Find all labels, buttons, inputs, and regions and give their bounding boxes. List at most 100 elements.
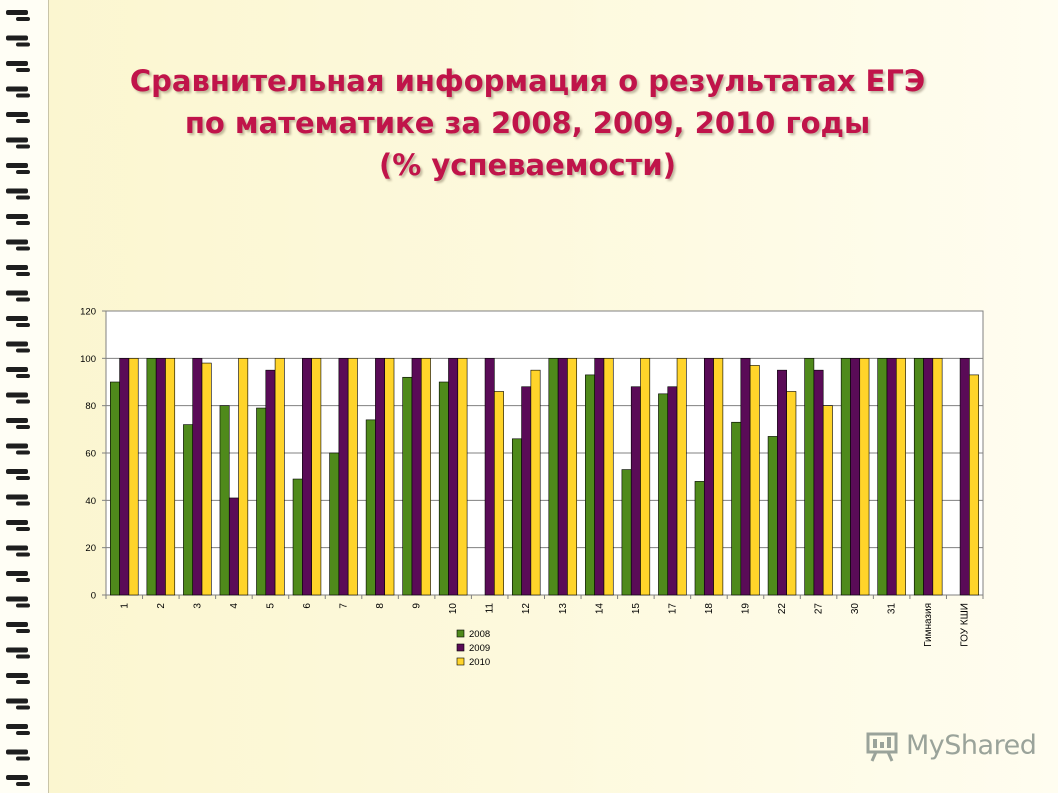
x-tick-label: 14 — [594, 603, 605, 615]
x-tick-label: 11 — [485, 603, 496, 614]
spiral-ring — [6, 392, 28, 398]
spiral-ring — [16, 603, 30, 608]
bar-2009-12 — [521, 386, 532, 596]
spiral-ring — [6, 443, 28, 449]
bar-2010-22 — [786, 391, 797, 596]
spiral-ring — [16, 348, 30, 353]
bar-2009-22 — [777, 369, 787, 596]
spiral-ring — [16, 170, 30, 174]
spiral-ring — [16, 323, 30, 327]
bar-2008-14 — [585, 374, 595, 596]
bar-2010-1 — [128, 358, 139, 596]
bar-2010-8 — [384, 358, 395, 596]
spiral-ring — [16, 425, 30, 429]
spiral-ring — [6, 61, 28, 66]
spiral-ring — [6, 418, 28, 423]
watermark: MyShared — [864, 728, 1037, 768]
bar-2009-9 — [411, 358, 422, 596]
spiral-ring — [6, 673, 28, 678]
spiral-ring — [6, 698, 28, 704]
x-tick-label: 5 — [265, 603, 276, 609]
spiral-ring — [16, 374, 30, 378]
spiral-ring — [6, 724, 28, 729]
spiral-ring — [16, 42, 30, 47]
bar-2009-17 — [667, 386, 678, 596]
bar-2009-4 — [228, 497, 239, 596]
spiral-ring — [16, 501, 30, 506]
spiral-ring — [6, 316, 28, 321]
y-tick-label: 20 — [85, 543, 96, 554]
legend-label-2009: 2009 — [469, 643, 490, 654]
spiral-ring — [16, 17, 30, 21]
bar-2010-Гимназия — [932, 358, 943, 596]
spiral-binding — [0, 0, 49, 793]
slide-title-line-2: по математике за 2008, 2009, 2010 годы — [184, 106, 871, 140]
spiral-ring — [16, 221, 30, 225]
bar-2008-30 — [840, 358, 851, 596]
spiral-ring — [16, 119, 30, 123]
spiral-ring — [16, 68, 30, 72]
bar-2009-15 — [630, 386, 641, 596]
bar-2010-17 — [676, 358, 687, 596]
spiral-ring — [6, 622, 28, 627]
spiral-ring — [6, 749, 28, 755]
bar-2009-6 — [302, 358, 312, 596]
bar-2008-13 — [548, 358, 559, 596]
x-tick-label: 15 — [631, 603, 642, 615]
x-tick-label: 22 — [777, 603, 788, 615]
bar-2009-8 — [375, 358, 386, 596]
bar-2010-3 — [201, 362, 212, 596]
legend-swatch-2010 — [456, 657, 465, 666]
spiral-ring — [16, 654, 30, 659]
spiral-ring — [16, 782, 30, 786]
legend-swatch-2008 — [456, 629, 465, 638]
x-tick-label: 3 — [192, 603, 203, 609]
spiral-ring — [16, 195, 30, 200]
x-tick-label: 8 — [375, 603, 386, 609]
spiral-ring — [16, 756, 30, 761]
spiral-ring — [6, 112, 28, 117]
bar-2010-9 — [420, 358, 431, 596]
bar-2008-22 — [767, 436, 778, 596]
bar-2009-31 — [886, 358, 897, 596]
x-tick-label: 9 — [412, 603, 423, 609]
bar-2008-27 — [804, 358, 815, 596]
spiral-ring — [6, 214, 28, 219]
bar-2010-ГОУ КШИ — [969, 374, 979, 596]
x-tick-label: 2 — [156, 603, 167, 609]
legend-label-2010: 2010 — [469, 657, 490, 668]
x-tick-label: ГОУ КШИ — [960, 603, 971, 647]
bar-2009-27 — [813, 369, 824, 596]
bar-2010-10 — [457, 358, 468, 596]
spiral-ring — [16, 297, 30, 302]
bar-2010-13 — [567, 358, 578, 596]
spiral-ring — [6, 469, 28, 474]
spiral-ring — [16, 705, 30, 710]
y-tick-label: 80 — [85, 401, 96, 412]
spiral-ring — [6, 163, 28, 168]
slide-title: Сравнительная информация о результатах Е… — [50, 60, 1005, 186]
bar-2008-19 — [731, 421, 742, 596]
x-tick-label: 4 — [229, 603, 240, 609]
x-tick-label: 19 — [740, 603, 751, 615]
spiral-binding-rings — [6, 10, 30, 786]
bar-2008-7 — [329, 452, 340, 596]
spiral-ring — [6, 520, 28, 525]
spiral-ring — [16, 527, 30, 531]
x-tick-label: 30 — [850, 603, 861, 615]
spiral-ring — [6, 775, 28, 780]
legend-swatch-2009 — [456, 643, 465, 652]
bar-2009-2 — [155, 358, 166, 596]
spiral-ring — [16, 552, 30, 557]
bar-2008-2 — [146, 358, 157, 596]
x-tick-label: 1 — [119, 603, 130, 609]
bar-2009-30 — [850, 358, 861, 596]
bar-2010-7 — [347, 358, 358, 596]
spiral-ring — [6, 86, 28, 92]
bar-2008-4 — [219, 405, 230, 596]
x-tick-label: 31 — [887, 603, 898, 615]
x-tick-label: 17 — [667, 603, 678, 615]
bar-2009-14 — [594, 358, 605, 596]
